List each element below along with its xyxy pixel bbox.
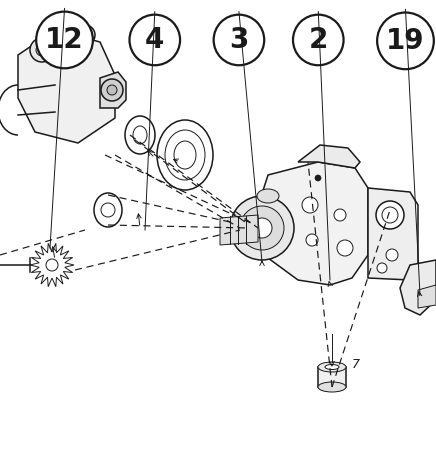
Ellipse shape bbox=[157, 120, 213, 190]
Ellipse shape bbox=[165, 130, 205, 180]
Circle shape bbox=[376, 201, 404, 229]
Ellipse shape bbox=[318, 382, 346, 392]
Circle shape bbox=[337, 240, 353, 256]
Polygon shape bbox=[318, 367, 346, 387]
Circle shape bbox=[36, 44, 48, 56]
Ellipse shape bbox=[125, 116, 155, 154]
Text: 4: 4 bbox=[145, 26, 164, 54]
Ellipse shape bbox=[133, 126, 147, 144]
Polygon shape bbox=[100, 72, 126, 108]
Circle shape bbox=[382, 207, 398, 223]
Circle shape bbox=[101, 203, 115, 217]
Polygon shape bbox=[30, 243, 74, 286]
Polygon shape bbox=[258, 162, 368, 285]
Circle shape bbox=[75, 25, 95, 45]
Ellipse shape bbox=[94, 193, 122, 227]
Circle shape bbox=[36, 12, 93, 68]
Polygon shape bbox=[298, 145, 360, 168]
Circle shape bbox=[214, 15, 264, 65]
Text: 7: 7 bbox=[352, 357, 360, 370]
Circle shape bbox=[315, 175, 321, 181]
Circle shape bbox=[30, 38, 54, 62]
Ellipse shape bbox=[318, 362, 346, 372]
Ellipse shape bbox=[174, 141, 196, 169]
Circle shape bbox=[377, 13, 434, 69]
Polygon shape bbox=[400, 260, 436, 315]
Circle shape bbox=[230, 196, 294, 260]
Circle shape bbox=[240, 206, 284, 250]
Circle shape bbox=[107, 85, 117, 95]
Text: 12: 12 bbox=[45, 26, 84, 54]
Circle shape bbox=[293, 15, 344, 65]
Circle shape bbox=[80, 30, 90, 40]
Circle shape bbox=[306, 234, 318, 246]
Text: 2: 2 bbox=[309, 26, 328, 54]
Polygon shape bbox=[368, 188, 418, 280]
Circle shape bbox=[386, 249, 398, 261]
Ellipse shape bbox=[325, 365, 339, 370]
Polygon shape bbox=[18, 30, 115, 143]
Text: 3: 3 bbox=[229, 26, 249, 54]
Circle shape bbox=[377, 263, 387, 273]
Circle shape bbox=[129, 15, 180, 65]
Text: 19: 19 bbox=[386, 27, 425, 55]
Circle shape bbox=[101, 79, 123, 101]
Circle shape bbox=[302, 197, 318, 213]
Polygon shape bbox=[418, 285, 436, 308]
Circle shape bbox=[252, 218, 272, 238]
Polygon shape bbox=[220, 215, 258, 245]
Ellipse shape bbox=[257, 189, 279, 203]
Circle shape bbox=[334, 209, 346, 221]
Circle shape bbox=[46, 259, 58, 271]
